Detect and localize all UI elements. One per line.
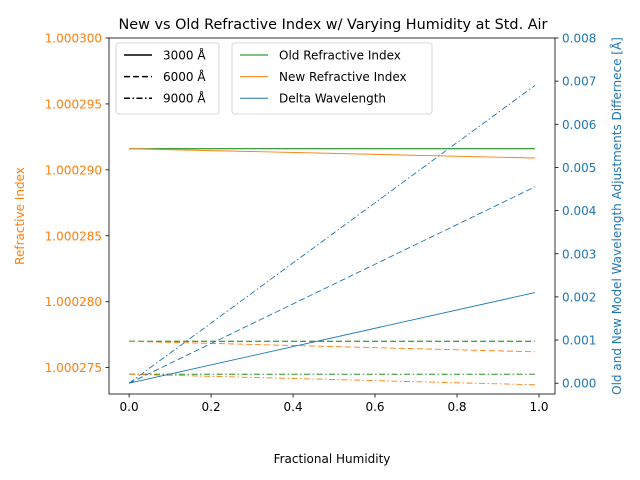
- x-tick-label: 1.0: [529, 400, 548, 414]
- y-left-tick-label: 1.000285: [45, 229, 102, 243]
- legend-series: Old Refractive Index New Refractive Index…: [231, 42, 433, 115]
- legend-wavelength-label: 9000 Å: [163, 91, 206, 106]
- y-axis-right-label: Old and New Model Wavelength Adjustments…: [609, 37, 624, 395]
- y-right-tick-label: 0.002: [562, 290, 596, 304]
- y-left-tick-label: 1.000300: [45, 32, 102, 46]
- legend-wavelength-label: 3000 Å: [163, 48, 206, 63]
- x-tick-label: 0.6: [365, 400, 384, 414]
- x-tick-label: 0.8: [447, 400, 466, 414]
- y-left-tick-label: 1.000275: [45, 361, 102, 375]
- y-right-tick-label: 0.000: [562, 377, 596, 391]
- series-line-new-6000: [129, 340, 535, 353]
- legend-series-box: [231, 42, 433, 115]
- legend-series-label: Delta Wavelength: [279, 92, 386, 106]
- series-line-new-9000: [129, 373, 535, 386]
- x-tick-label: 0.0: [120, 400, 139, 414]
- plot-lines: [128, 85, 536, 386]
- legend-series-label: New Refractive Index: [279, 70, 407, 84]
- y-right-tick-label: 0.007: [562, 75, 596, 89]
- y-axis-right: 0.000 0.001 0.002 0.003 0.004 0.005 0.006 0.007…: [555, 32, 596, 391]
- legend-wavelength: 3000 Å 6000 Å 9000 Å: [115, 42, 220, 115]
- legend-wavelength-label: 6000 Å: [163, 69, 206, 84]
- series-line-delta-9000: [128, 85, 536, 384]
- y-left-tick-label: 1.000295: [45, 97, 102, 111]
- chart-title: New vs Old Refractive Index w/ Varying H…: [119, 17, 548, 33]
- y-axis-left-label: Refractive Index: [13, 167, 27, 265]
- x-tick-label: 0.4: [284, 400, 303, 414]
- y-right-tick-label: 0.003: [562, 247, 596, 261]
- y-right-tick-label: 0.006: [562, 118, 596, 132]
- y-right-tick-label: 0.001: [562, 334, 596, 348]
- y-right-tick-label: 0.004: [562, 204, 596, 218]
- x-axis-label: Fractional Humidity: [274, 452, 391, 466]
- y-right-tick-label: 0.008: [562, 32, 596, 46]
- legend-wavelength-box: [115, 42, 220, 115]
- x-tick-label: 0.2: [202, 400, 221, 414]
- series-line-delta-6000: [128, 186, 536, 384]
- plot-frame: [108, 37, 556, 395]
- y-left-tick-label: 1.000280: [45, 295, 102, 309]
- legend-series-label: Old Refractive Index: [279, 49, 401, 63]
- series-line-new-3000: [129, 148, 535, 159]
- y-right-tick-label: 0.005: [562, 161, 596, 175]
- y-axis-left: 1.000275 1.000280 1.000285 1.000290 1.000295…: [45, 32, 109, 375]
- series-line-delta-3000: [128, 292, 536, 384]
- y-left-tick-label: 1.000290: [45, 163, 102, 177]
- x-axis: 0.0 0.2 0.4 0.6 0.8 1.0: [120, 394, 549, 414]
